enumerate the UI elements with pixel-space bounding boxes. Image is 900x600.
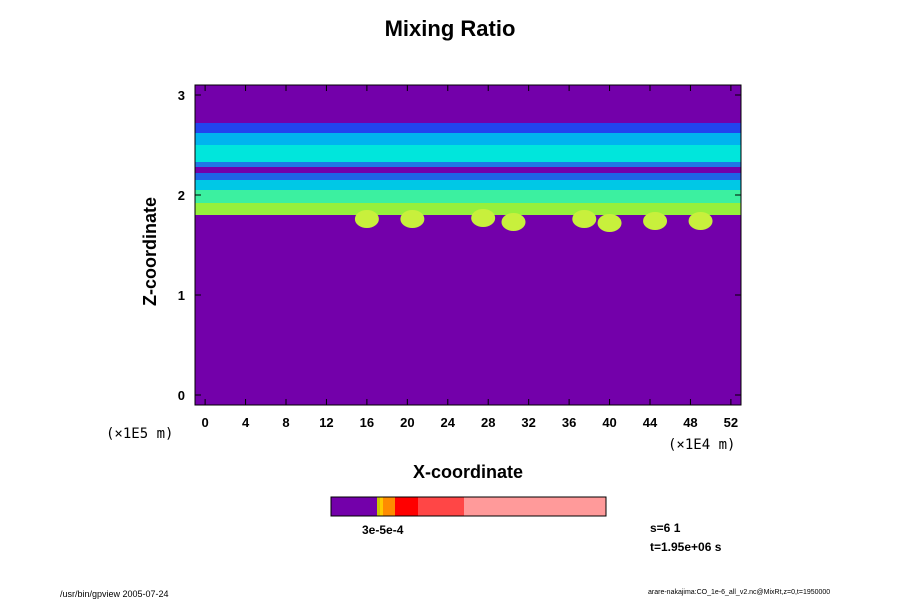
x-tick-label: 28 [481, 415, 495, 430]
field-band [195, 180, 741, 190]
y-tick-label: 3 [178, 88, 185, 103]
colorbar-swatch [464, 497, 606, 516]
field-blob [597, 214, 622, 232]
x-tick-label: 24 [441, 415, 456, 430]
t-info-label: t=1.95e+06 s [650, 540, 722, 554]
footer-left: /usr/bin/gpview 2005-07-24 [60, 589, 169, 599]
field-blob [400, 210, 425, 228]
field-blob [354, 210, 379, 228]
field-blob [471, 209, 496, 227]
y-tick-label: 2 [178, 188, 185, 203]
colorbar-swatch [383, 497, 395, 516]
x-tick-label: 16 [360, 415, 374, 430]
footer-right: arare-nakajima:CO_1e-6_all_v2.nc@MixRt,z… [648, 589, 831, 596]
field-band [195, 162, 741, 167]
colorbar-swatch [331, 497, 377, 516]
colorbar-frame [330, 496, 607, 517]
x-unit-label: (×1E4 m) [668, 437, 736, 453]
x-tick-label: 4 [242, 415, 250, 430]
field-band [195, 133, 741, 145]
x-tick-label: 44 [643, 415, 658, 430]
field-band [195, 145, 741, 162]
field-band [195, 123, 741, 133]
colorbar-swatch [377, 497, 380, 516]
x-axis-label: X-coordinate [412, 462, 523, 482]
y-unit-label: (×1E5 m) [106, 426, 174, 442]
chart-title: Mixing Ratio [384, 16, 516, 41]
y-tick-label: 1 [178, 288, 185, 303]
colorbar-label: 3e-5e-4 [362, 523, 404, 537]
x-tick-label: 32 [521, 415, 535, 430]
colorbar-swatch [418, 497, 464, 516]
colorbar-swatch [395, 497, 418, 516]
field-blob [572, 210, 597, 228]
field-band [195, 190, 741, 203]
x-tick-label: 36 [562, 415, 576, 430]
y-axis-label: Z-coordinate [140, 196, 160, 306]
field-blob [501, 213, 526, 231]
field-band [195, 203, 741, 215]
x-tick-label: 40 [602, 415, 616, 430]
x-tick-label: 0 [201, 415, 208, 430]
y-tick-label: 0 [178, 388, 185, 403]
field-blob [643, 212, 668, 230]
x-tick-label: 52 [724, 415, 738, 430]
x-tick-label: 12 [319, 415, 333, 430]
x-tick-label: 48 [683, 415, 697, 430]
colorbar-swatch [380, 497, 383, 516]
field-blob [688, 212, 713, 230]
x-tick-label: 8 [282, 415, 289, 430]
x-tick-label: 20 [400, 415, 414, 430]
s-info-label: s=6 1 [650, 521, 681, 535]
field-band [195, 173, 741, 180]
plot-frame [194, 84, 742, 406]
